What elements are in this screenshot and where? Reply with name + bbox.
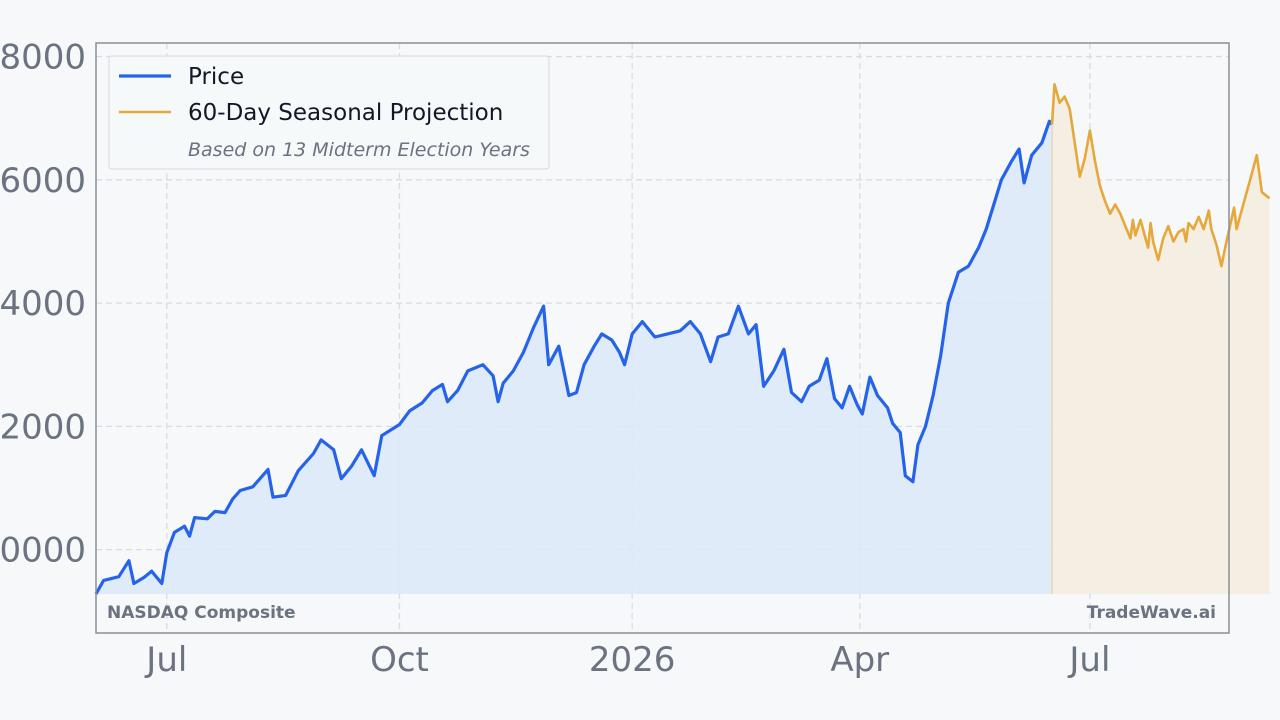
y-tick-label: 18000 bbox=[0, 38, 86, 78]
legend-projection-label: 60-Day Seasonal Projection bbox=[188, 100, 503, 126]
watermark-left: NASDAQ Composite bbox=[107, 603, 296, 623]
legend-box bbox=[108, 55, 550, 170]
watermark-right: TradeWave.ai bbox=[1087, 603, 1216, 623]
price-area-fill bbox=[96, 121, 1052, 595]
y-tick-label: 16000 bbox=[0, 161, 86, 201]
legend-note: Based on 13 Midterm Election Years bbox=[188, 139, 530, 161]
x-tick-label: Oct bbox=[370, 640, 429, 680]
x-tick-label: 2026 bbox=[589, 640, 676, 680]
x-axis-ticks: Jul Oct 2026 Apr Jul bbox=[144, 640, 1110, 680]
legend-price-label: Price bbox=[188, 64, 244, 90]
x-tick-label: Jul bbox=[144, 640, 187, 680]
x-tick-label: Apr bbox=[830, 640, 889, 680]
projection-area-fill bbox=[1052, 84, 1270, 595]
price-line bbox=[94, 119, 1054, 595]
x-tick-label: Jul bbox=[1067, 640, 1110, 680]
y-tick-label: 10000 bbox=[0, 531, 86, 571]
projection-line bbox=[1050, 83, 1271, 268]
plot-frame bbox=[95, 42, 1230, 634]
y-tick-label: 14000 bbox=[0, 284, 86, 324]
y-axis-ticks: 18000 16000 14000 12000 10000 bbox=[0, 38, 86, 571]
legend: Price 60-Day Seasonal Projection Based o… bbox=[108, 55, 550, 170]
y-tick-label: 12000 bbox=[0, 407, 86, 447]
